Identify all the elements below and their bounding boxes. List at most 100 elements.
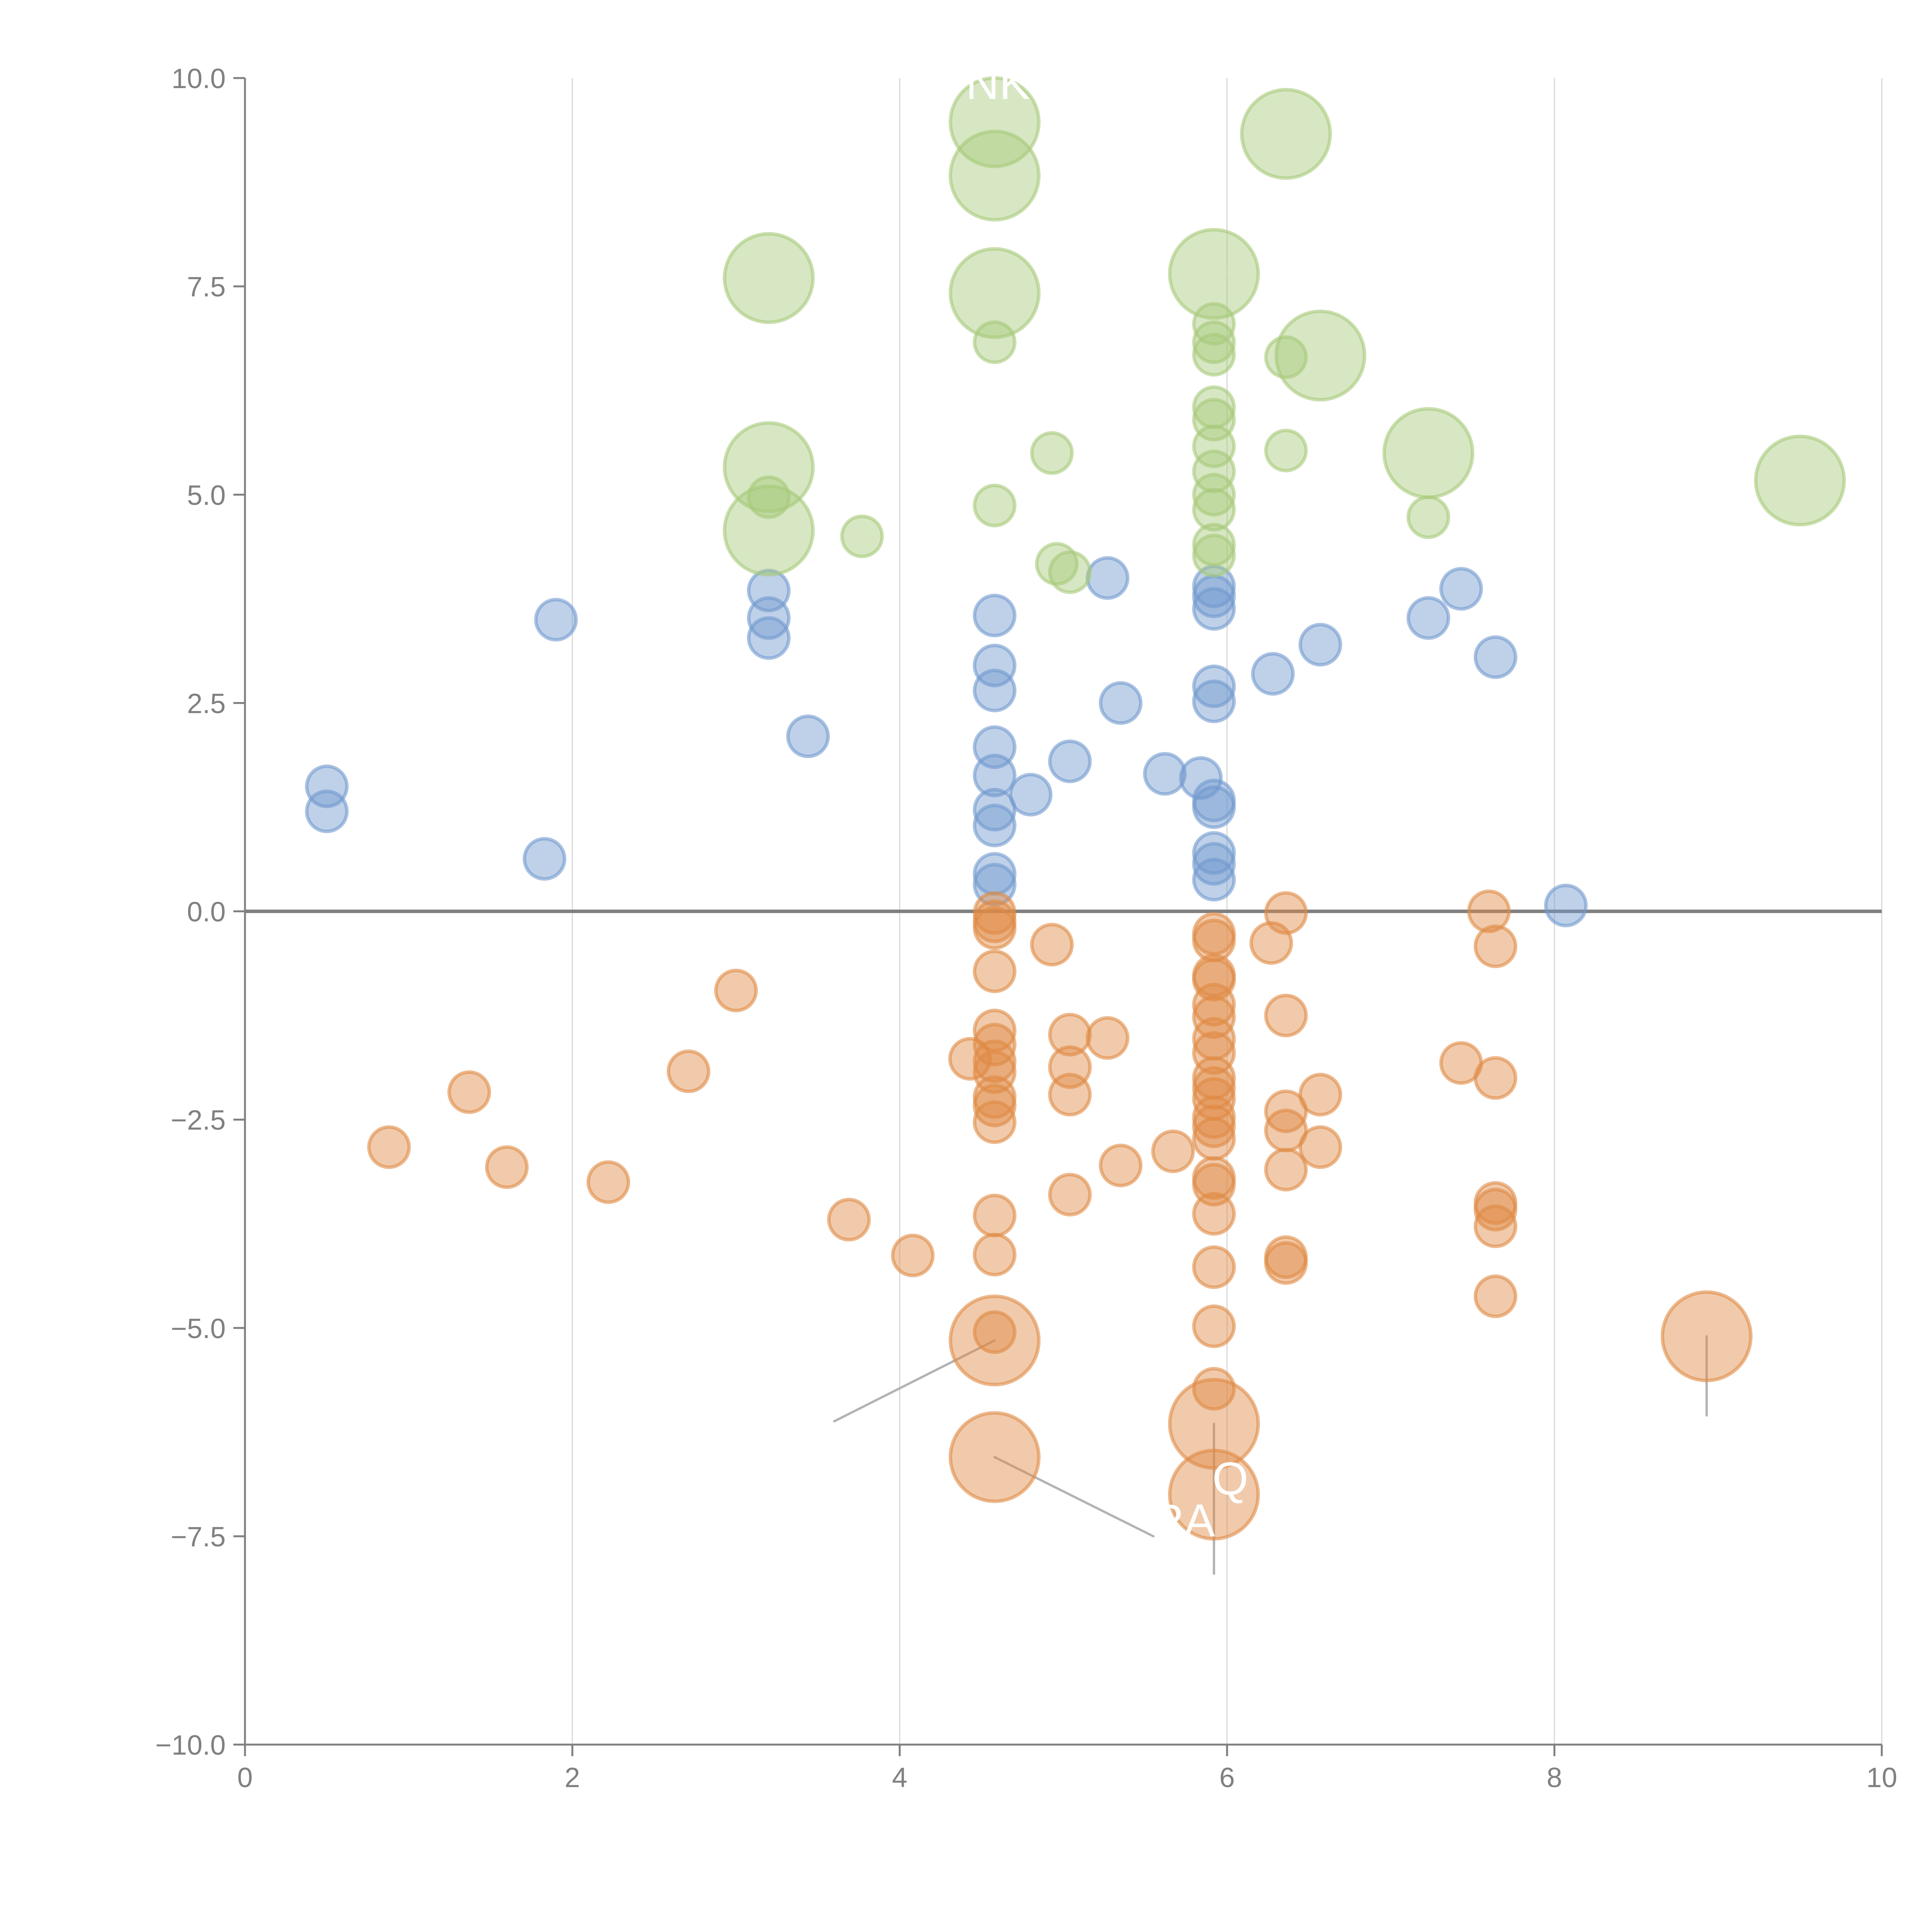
data-point-orange [1168, 1449, 1260, 1541]
data-point-orange [827, 1197, 871, 1242]
data-point-green [1192, 534, 1236, 578]
data-point-orange [1192, 1117, 1236, 1161]
y-tick-label: −2.5 [171, 1105, 226, 1136]
data-point-green [1240, 88, 1332, 180]
data-point-orange [1048, 1073, 1092, 1117]
data-point-blue [973, 803, 1017, 847]
data-point-orange [1030, 923, 1074, 967]
data-point-orange [1192, 1245, 1236, 1289]
data-point-orange [973, 1194, 1017, 1238]
data-point-blue [1192, 858, 1236, 902]
annotation-label: NK [966, 57, 1030, 109]
data-point-orange [1264, 993, 1308, 1037]
data-point-blue [1406, 596, 1451, 640]
y-tick-label: −10.0 [155, 1730, 226, 1761]
data-point-orange [973, 1100, 1017, 1144]
data-point-green [1264, 429, 1308, 473]
y-tick-label: −5.0 [171, 1313, 226, 1344]
data-point-green [973, 320, 1017, 364]
y-tick-label: 2.5 [187, 688, 226, 719]
data-point-orange [714, 968, 758, 1012]
leader-line [993, 285, 1073, 294]
data-point-orange [1048, 1013, 1092, 1057]
leader-line [653, 270, 770, 279]
data-point-green [723, 421, 815, 513]
data-point-green [1030, 431, 1074, 475]
data-point-blue [522, 837, 566, 881]
annotation-label: Q [1212, 1453, 1248, 1505]
data-point-orange [1660, 1290, 1753, 1383]
data-point-blue [1143, 752, 1187, 796]
data-point-orange [973, 1050, 1017, 1094]
data-point-blue [1439, 567, 1483, 611]
data-point-blue [305, 764, 349, 808]
data-point-blue [1085, 556, 1129, 600]
data-point-blue [534, 598, 578, 642]
leader-line [993, 1456, 1155, 1537]
data-point-orange [1473, 1056, 1517, 1100]
data-point-orange [1264, 1148, 1308, 1192]
data-point-orange [973, 949, 1017, 993]
data-point-orange [1473, 1188, 1517, 1232]
y-axis-ticks: −10.0 −7.5 −5.0 −2.5 0.0 2.5 5.0 7.5 10.0 [155, 63, 245, 1761]
data-point-orange [949, 1411, 1041, 1503]
data-point-orange [891, 1233, 935, 1277]
data-point-orange [1192, 1367, 1236, 1411]
leader-line [931, 97, 996, 124]
x-axis-ticks: 0 2 4 6 8 10 [237, 1745, 1897, 1793]
data-point-orange [1192, 1104, 1236, 1148]
y-tick-label: 10.0 [172, 63, 226, 94]
data-point-orange [949, 1294, 1041, 1386]
data-point-blue [1192, 842, 1236, 886]
data-point-blue [1251, 652, 1295, 696]
x-tick-label: 6 [1219, 1762, 1235, 1793]
y-tick-label: 5.0 [187, 480, 226, 511]
data-point-blue [1009, 773, 1053, 817]
data-point-orange [973, 1233, 1017, 1277]
data-point-orange [1298, 1125, 1342, 1169]
data-point-green [723, 485, 815, 577]
leader-line [1285, 122, 1359, 135]
data-point-blue [786, 714, 830, 759]
data-point-orange [1099, 1143, 1143, 1187]
leader-line [767, 529, 852, 550]
data-point-orange [447, 1070, 491, 1114]
data-point-orange [1151, 1129, 1195, 1173]
data-point-blue [1192, 679, 1236, 723]
data-point-orange [1473, 1204, 1517, 1248]
data-point-green [1274, 310, 1366, 402]
data-point-orange [1473, 1274, 1517, 1318]
data-point-blue [305, 789, 349, 833]
data-point-green [1192, 424, 1236, 468]
data-point-orange [1473, 924, 1517, 968]
data-point-blue [1099, 681, 1143, 725]
data-point-green [1192, 333, 1236, 377]
leader-line [993, 156, 1056, 177]
data-point-orange [1168, 1378, 1260, 1470]
leader-line [1319, 354, 1330, 405]
y-tick-label: 7.5 [187, 272, 226, 303]
data-point-green [840, 514, 884, 558]
data-point-green [949, 247, 1041, 339]
data-point-orange [1298, 1073, 1342, 1117]
data-point-orange [1264, 1241, 1308, 1285]
data-point-orange [1192, 1304, 1236, 1348]
x-tick-label: 10 [1866, 1762, 1897, 1793]
x-tick-label: 8 [1547, 1762, 1562, 1793]
data-point-green [973, 483, 1017, 527]
leader-line [833, 1339, 996, 1423]
data-point-orange [1085, 1016, 1129, 1060]
data-point-blue [1192, 785, 1236, 829]
data-point-green [1048, 550, 1092, 594]
y-tick-label: −7.5 [171, 1522, 226, 1553]
annotation-leaders [653, 97, 1801, 1575]
data-point-blue [1544, 883, 1588, 927]
leader-line [1427, 452, 1490, 480]
data-point-green [1192, 523, 1236, 567]
data-point-orange [1048, 1173, 1092, 1217]
x-tick-label: 4 [892, 1762, 907, 1793]
data-point-blue [973, 753, 1017, 798]
leader-line [767, 447, 852, 469]
data-point-orange [1264, 891, 1308, 935]
data-point-blue [1298, 622, 1342, 667]
